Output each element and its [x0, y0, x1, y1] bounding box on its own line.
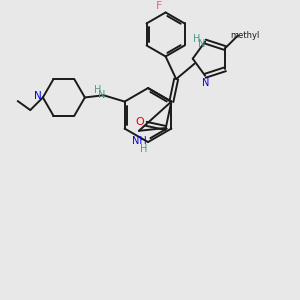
Text: N: N — [199, 39, 206, 49]
Text: N: N — [98, 90, 105, 100]
Text: methyl: methyl — [230, 31, 260, 40]
Text: F: F — [155, 2, 162, 11]
Text: N: N — [34, 92, 42, 101]
Text: N: N — [202, 78, 210, 88]
Text: O: O — [135, 117, 144, 128]
Text: H: H — [140, 144, 148, 154]
Text: NH: NH — [131, 136, 146, 146]
Text: H: H — [94, 85, 101, 95]
Text: H: H — [194, 34, 201, 44]
